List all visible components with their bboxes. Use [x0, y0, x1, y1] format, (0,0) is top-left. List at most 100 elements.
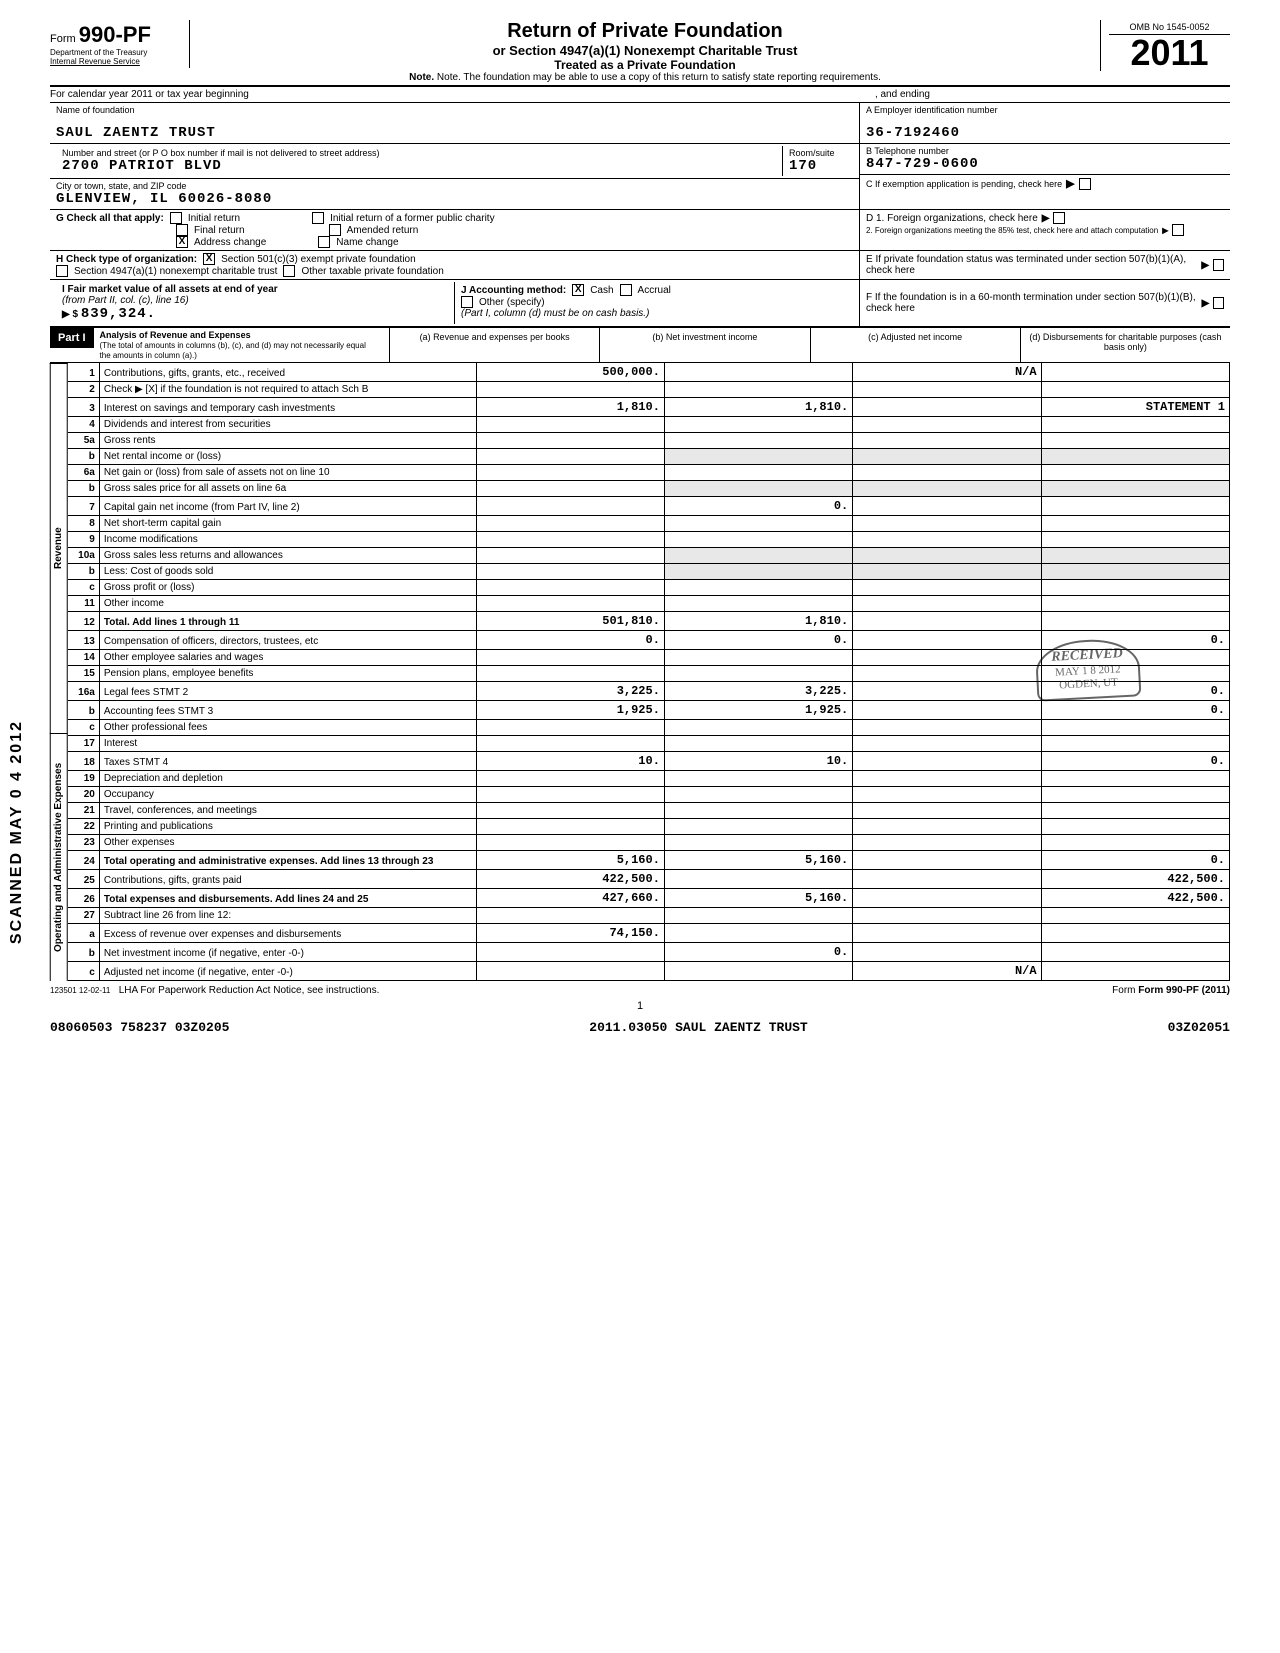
row-num: 14: [68, 650, 100, 666]
footer-row-1: 123501 12-02-11 LHA For Paperwork Reduct…: [50, 981, 1230, 1000]
row-col-d: [1041, 962, 1229, 981]
row-col-d: [1041, 803, 1229, 819]
row-desc: Gross rents: [99, 433, 476, 449]
j-accrual-cb[interactable]: [620, 284, 632, 296]
row-col-c: [853, 580, 1041, 596]
row-col-d: [1041, 417, 1229, 433]
row-desc: Other income: [99, 596, 476, 612]
row-col-a: [476, 481, 664, 497]
row-col-a: 427,660.: [476, 889, 664, 908]
footer-formref: Form Form 990-PF (2011): [1112, 985, 1230, 996]
row-num: 7: [68, 497, 100, 516]
row-col-a: [476, 596, 664, 612]
row-col-c: [853, 835, 1041, 851]
row-col-a: 0.: [476, 631, 664, 650]
table-row: 17Interest: [68, 736, 1230, 752]
f-checkbox[interactable]: [1213, 297, 1224, 309]
row-num: c: [68, 962, 100, 981]
row-num: 23: [68, 835, 100, 851]
row-num: 1: [68, 363, 100, 382]
col-d-head: (d) Disbursements for charitable purpose…: [1021, 328, 1230, 362]
row-col-a: 1,810.: [476, 398, 664, 417]
row-col-a: 422,500.: [476, 870, 664, 889]
row-num: 19: [68, 771, 100, 787]
name-label: Name of foundation: [56, 105, 853, 115]
part1-sub: (The total of amounts in columns (b), (c…: [100, 341, 366, 360]
table-row: 2Check ▶ [X] if the foundation is not re…: [68, 382, 1230, 398]
g-cb-1[interactable]: [176, 224, 188, 236]
row-desc: Travel, conferences, and meetings: [99, 803, 476, 819]
row-col-a: [476, 962, 664, 981]
table-row: 8Net short-term capital gain: [68, 516, 1230, 532]
g-cb-4[interactable]: [329, 224, 341, 236]
d1-checkbox[interactable]: [1053, 212, 1065, 224]
row-col-a: [476, 382, 664, 398]
row-col-c: [853, 465, 1041, 481]
row-col-d: [1041, 612, 1229, 631]
row-num: c: [68, 580, 100, 596]
h-cb-1[interactable]: X: [203, 253, 215, 265]
g-cb-0[interactable]: [170, 212, 182, 224]
j-other: Other (specify): [479, 297, 545, 308]
e-checkbox[interactable]: [1213, 259, 1224, 271]
g-cb-2[interactable]: X: [176, 236, 188, 248]
row-num: b: [68, 943, 100, 962]
row-col-a: [476, 564, 664, 580]
row-num: 3: [68, 398, 100, 417]
year-box: OMB No 1545-0052 2011: [1100, 20, 1230, 71]
row-col-c: [853, 532, 1041, 548]
row-col-c: [853, 433, 1041, 449]
j-other-cb[interactable]: [461, 296, 473, 308]
row-col-b: [664, 532, 852, 548]
h-cb-2[interactable]: [56, 265, 68, 277]
row-col-c: [853, 752, 1041, 771]
table-row: cOther professional fees: [68, 720, 1230, 736]
g-cb-5[interactable]: [318, 236, 330, 248]
part1-title: Analysis of Revenue and Expenses: [100, 330, 251, 340]
row-desc: Legal fees STMT 2: [99, 682, 476, 701]
row-col-b: [664, 924, 852, 943]
row-col-d: [1041, 481, 1229, 497]
row-col-b: 1,925.: [664, 701, 852, 720]
row-col-b: [664, 771, 852, 787]
i-label: I Fair market value of all assets at end…: [62, 284, 278, 295]
row-col-d: [1041, 771, 1229, 787]
row-col-a: [476, 449, 664, 465]
row-col-c: [853, 908, 1041, 924]
row-desc: Contributions, gifts, grants, etc., rece…: [99, 363, 476, 382]
row-desc: Less: Cost of goods sold: [99, 564, 476, 580]
row-col-c: [853, 720, 1041, 736]
row-desc: Accounting fees STMT 3: [99, 701, 476, 720]
d2-checkbox[interactable]: [1172, 224, 1184, 236]
row-col-a: 74,150.: [476, 924, 664, 943]
table-row: 25Contributions, gifts, grants paid422,5…: [68, 870, 1230, 889]
calendar-year-row: For calendar year 2011 or tax year begin…: [50, 87, 1230, 103]
row-desc: Interest: [99, 736, 476, 752]
d2-label: 2. Foreign organizations meeting the 85%…: [866, 226, 1158, 235]
g-cb-3[interactable]: [312, 212, 324, 224]
table-row: 11Other income: [68, 596, 1230, 612]
row-num: 20: [68, 787, 100, 803]
arrow-icon: ▶: [1066, 177, 1074, 190]
col-c-head: (c) Adjusted net income: [811, 328, 1021, 362]
row-col-b: 10.: [664, 752, 852, 771]
row-num: c: [68, 720, 100, 736]
c-checkbox[interactable]: [1079, 178, 1091, 190]
j-cash-cb[interactable]: X: [572, 284, 584, 296]
row-num: 9: [68, 532, 100, 548]
footer-code: 123501 12-02-11: [50, 986, 110, 995]
row-col-d: 0.: [1041, 851, 1229, 870]
room-suite: 170: [789, 158, 847, 174]
h-cb-3[interactable]: [283, 265, 295, 277]
row-col-d: 0.: [1041, 701, 1229, 720]
row-col-c: [853, 449, 1041, 465]
g-label: G Check all that apply:: [56, 213, 164, 224]
row-col-a: 500,000.: [476, 363, 664, 382]
row-col-b: [664, 481, 852, 497]
row-num: 18: [68, 752, 100, 771]
row-col-a: [476, 803, 664, 819]
row-col-d: 422,500.: [1041, 870, 1229, 889]
row-col-d: 0.: [1041, 752, 1229, 771]
footer-lha: LHA For Paperwork Reduction Act Notice, …: [119, 985, 380, 996]
foundation-name: SAUL ZAENTZ TRUST: [56, 125, 853, 141]
